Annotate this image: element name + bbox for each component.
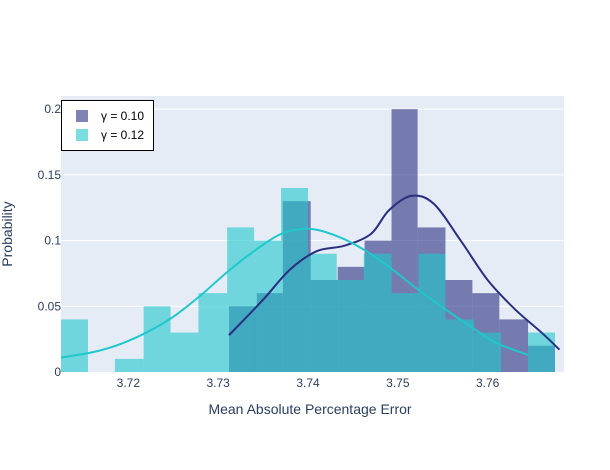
x-axis-ticks: 3.72 3.73 3.74 3.75 3.76 [117, 376, 500, 390]
y-tick-label: 0 [54, 365, 61, 379]
y-tick-label: 0.15 [38, 168, 62, 182]
histogram-bar-series-1[interactable] [143, 306, 171, 372]
histogram-bar-series-1[interactable] [281, 188, 309, 372]
histogram-bar-series-1[interactable] [528, 332, 556, 372]
histogram-bar-series-1[interactable] [308, 253, 337, 372]
histogram-bar-series-1[interactable] [363, 253, 392, 372]
x-axis-title: Mean Absolute Percentage Error [208, 401, 411, 417]
y-tick-label: 0.1 [44, 234, 61, 248]
histogram-bar-series-1[interactable] [254, 240, 282, 372]
histogram-bar-series-1[interactable] [445, 319, 475, 372]
density-curves [60, 194, 561, 359]
histogram-bars [61, 109, 556, 373]
histogram-bar-series-1[interactable] [418, 253, 446, 372]
x-tick-label: 3.74 [296, 376, 320, 390]
density-curve-series-1[interactable] [60, 227, 529, 359]
histogram-bar-series-1[interactable] [391, 293, 419, 372]
y-axis-title: Probability [0, 201, 15, 266]
x-tick-label: 3.75 [386, 376, 410, 390]
histogram-bar-series-1[interactable] [198, 293, 228, 372]
y-tick-label: 0.2 [44, 102, 61, 116]
y-axis-ticks: 0 0.05 0.1 0.15 0.2 [38, 102, 62, 379]
density-curve-series-0[interactable] [228, 194, 561, 351]
legend-label-gamma-010[interactable]: γ = 0.10 [101, 109, 144, 123]
x-tick-label: 3.73 [207, 376, 231, 390]
x-tick-label: 3.76 [476, 376, 500, 390]
y-tick-label: 0.05 [38, 299, 62, 313]
legend-label-gamma-012[interactable]: γ = 0.12 [101, 128, 144, 142]
legend-box [61, 100, 154, 151]
legend-swatch-gamma-010[interactable] [76, 110, 88, 122]
histogram-bar-series-1[interactable] [227, 227, 255, 372]
legend-swatch-gamma-012[interactable] [76, 129, 88, 141]
histogram-bar-series-1[interactable] [61, 319, 88, 372]
x-tick-label: 3.72 [117, 376, 141, 390]
legend[interactable]: γ = 0.10 γ = 0.12 [61, 100, 154, 151]
histogram-bar-series-1[interactable] [336, 280, 364, 372]
histogram-bar-series-1[interactable] [170, 332, 199, 372]
histogram-bar-series-1[interactable] [114, 358, 144, 372]
